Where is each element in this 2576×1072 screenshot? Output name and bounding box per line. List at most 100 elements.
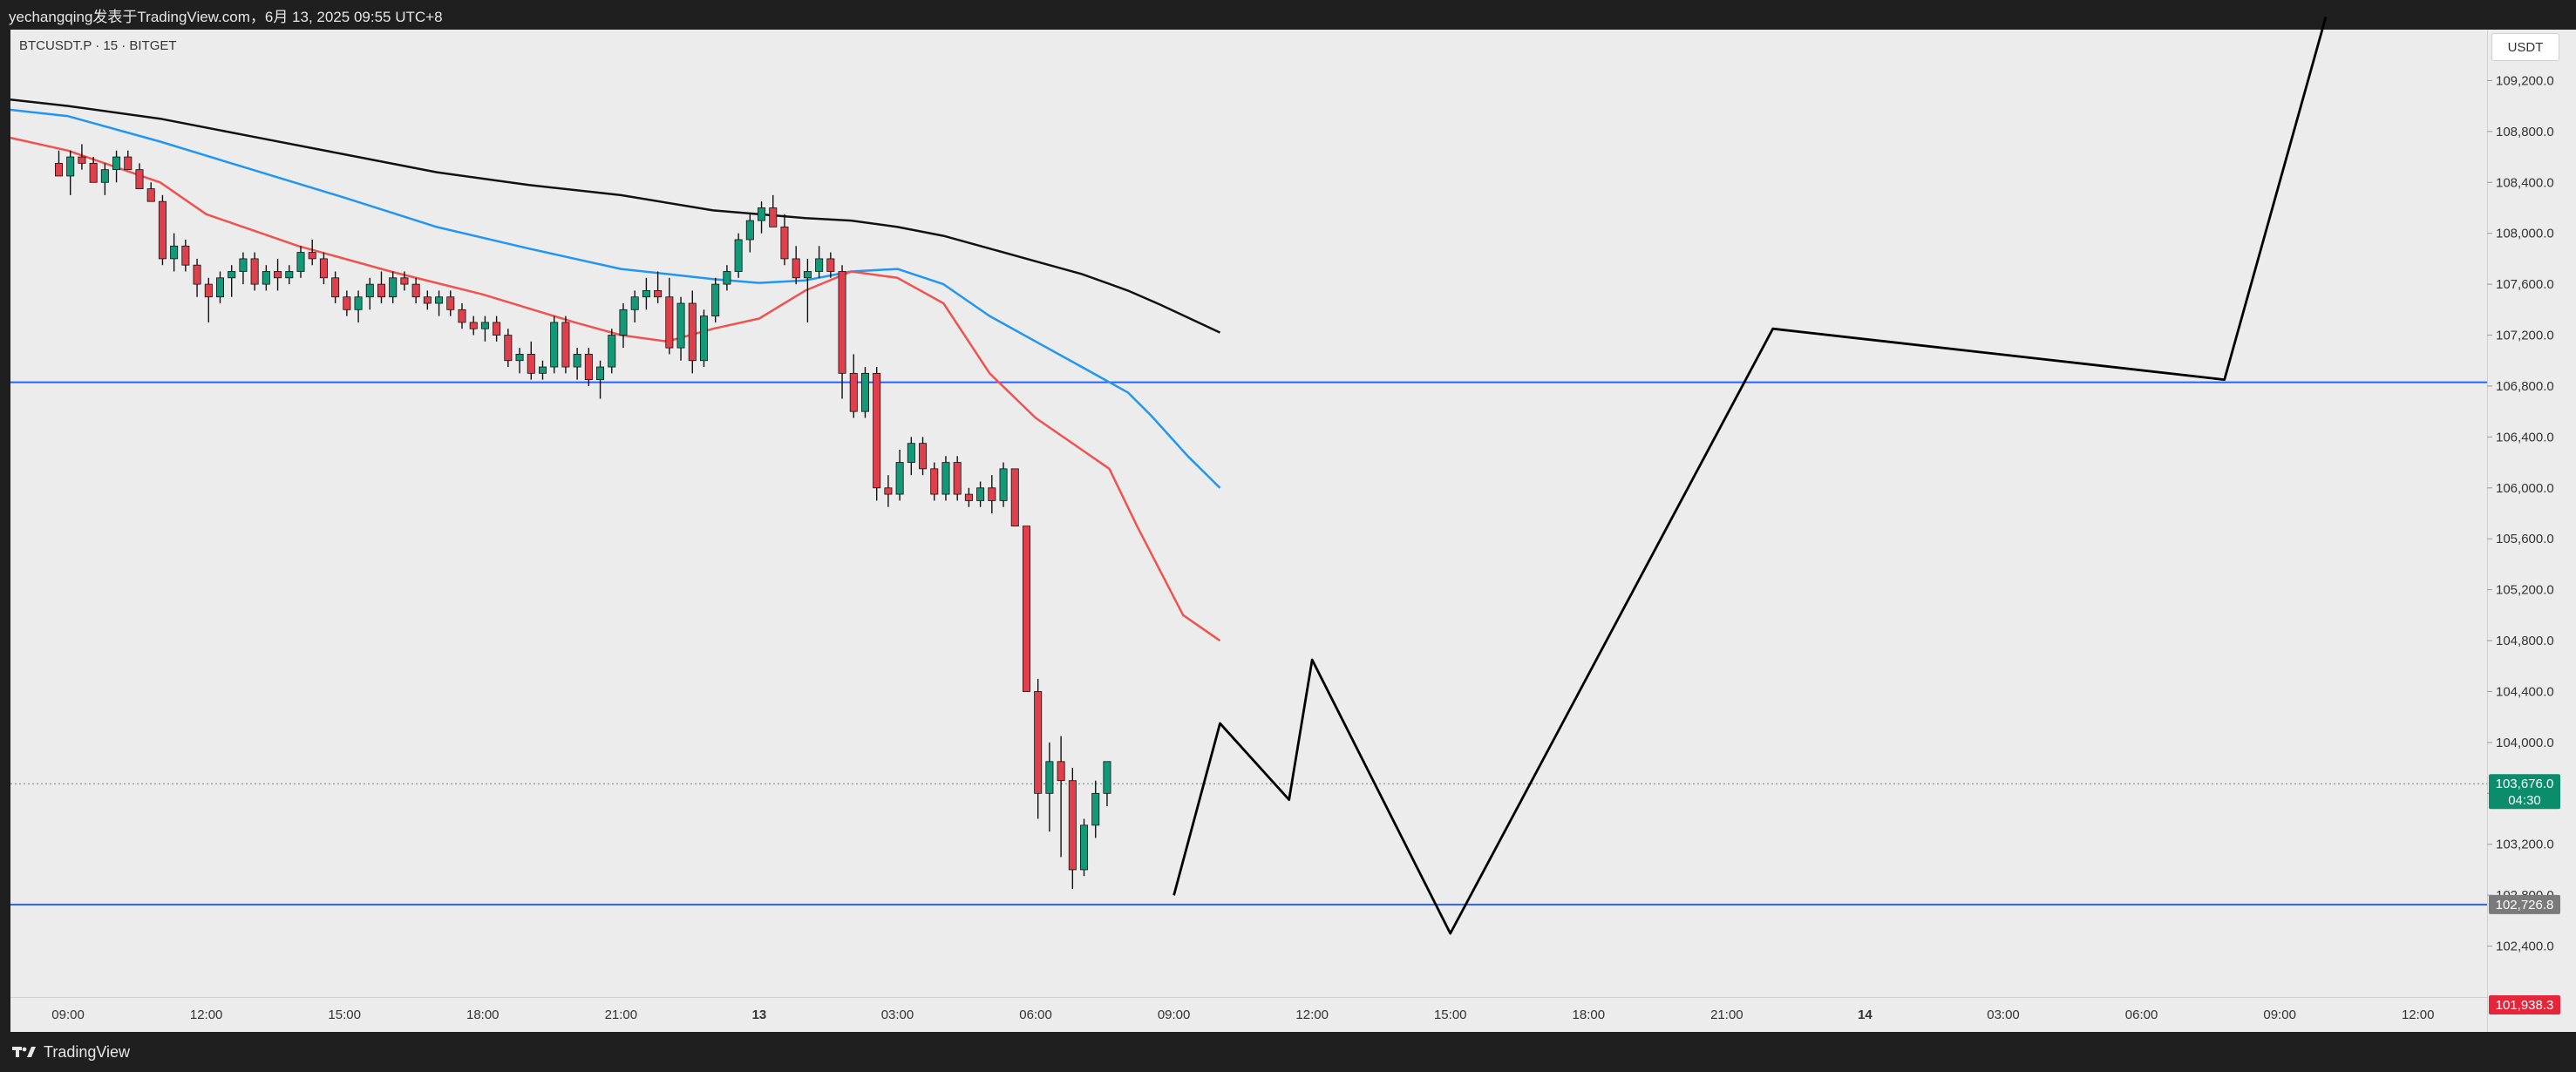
candle-body[interactable] [400,277,409,285]
candle-body[interactable] [988,487,996,501]
candle-body[interactable] [849,372,858,412]
price-tick-label: 108,400.0 [2496,175,2554,190]
candle-body[interactable] [815,258,824,272]
candle-body[interactable] [124,156,133,171]
candle-body[interactable] [262,271,270,285]
candle-body[interactable] [780,226,789,260]
candle-body[interactable] [919,443,928,470]
candle-body[interactable] [688,302,697,362]
candle-body[interactable] [884,487,893,495]
candle-body[interactable] [435,296,444,304]
candle-body[interactable] [792,258,800,279]
candle-body[interactable] [331,277,340,298]
candle-body[interactable] [860,372,869,412]
candle-body[interactable] [78,156,86,164]
candle-body[interactable] [274,271,282,279]
candle-body[interactable] [711,283,720,317]
candle-body[interactable] [584,354,593,381]
candle-body[interactable] [550,322,559,368]
candle-body[interactable] [907,443,915,463]
candle-body[interactable] [953,462,962,495]
candle-body[interactable] [158,200,167,260]
candle-body[interactable] [561,322,570,368]
candle-body[interactable] [873,372,881,489]
candle-body[interactable] [941,462,950,495]
candle-body[interactable] [365,283,374,298]
candle-body[interactable] [285,271,294,279]
candle-body[interactable] [1022,526,1030,692]
candle-body[interactable] [89,162,98,183]
candle-body[interactable] [676,302,685,349]
candle-body[interactable] [55,162,63,177]
candle-body[interactable] [469,322,478,329]
candle-body[interactable] [204,283,213,298]
candle-body[interactable] [619,309,628,336]
candle-body[interactable] [504,335,513,362]
candle-body[interactable] [1045,761,1054,794]
candle-body[interactable] [493,322,501,336]
candle-body[interactable] [930,468,939,495]
candle-body[interactable] [1103,761,1111,794]
candle-body[interactable] [838,271,846,374]
candle-body[interactable] [596,366,605,381]
time-tick-label: 12:00 [190,1008,223,1022]
candle-body[interactable] [250,258,259,285]
chart-pane[interactable] [10,30,2487,1032]
candle-body[interactable] [377,283,385,298]
candle-body[interactable] [228,271,236,279]
candle-body[interactable] [1080,824,1089,871]
candle-body[interactable] [999,468,1008,501]
candle-body[interactable] [976,487,985,501]
candle-body[interactable] [181,245,190,266]
candle-body[interactable] [734,239,743,272]
candle-body[interactable] [803,271,812,279]
candle-body[interactable] [527,354,535,374]
candle-body[interactable] [411,283,420,298]
candle-body[interactable] [66,156,75,177]
candle-body[interactable] [826,258,835,272]
candle-body[interactable] [723,271,731,285]
candle-body[interactable] [1034,691,1043,794]
candle-body[interactable] [745,220,754,241]
price-scale[interactable] [2487,30,2576,1032]
candle-body[interactable] [239,258,248,272]
candle-body[interactable] [573,354,581,368]
candle-body[interactable] [112,156,121,171]
candle-body[interactable] [1057,761,1065,782]
candle-body[interactable] [1010,468,1019,527]
candle-body[interactable] [446,296,455,310]
candle-body[interactable] [608,335,616,368]
currency-button[interactable]: USDT [2491,33,2559,61]
candle-body[interactable] [642,290,650,298]
time-scale[interactable] [10,997,2487,1032]
candle-body[interactable] [1091,792,1100,826]
tradingview-logo[interactable]: TradingView [12,1043,130,1062]
candle-body[interactable] [699,315,708,362]
candle-body[interactable] [769,207,778,227]
candle-body[interactable] [423,296,432,304]
candle-body[interactable] [480,322,489,329]
candle-body[interactable] [308,252,316,260]
candle-body[interactable] [654,290,663,298]
candle-body[interactable] [1068,780,1077,871]
candle-body[interactable] [170,245,179,260]
candle-body[interactable] [135,169,144,189]
candle-body[interactable] [100,169,109,183]
candle-body[interactable] [319,258,328,279]
candle-body[interactable] [389,277,398,298]
candle-body[interactable] [758,207,766,221]
candle-body[interactable] [296,252,305,272]
candle-body[interactable] [343,296,351,310]
candle-body[interactable] [630,296,639,310]
candle-body[interactable] [458,309,466,323]
candle-body[interactable] [515,354,524,362]
candle-body[interactable] [964,493,973,501]
candle-body[interactable] [538,366,547,374]
candle-body[interactable] [193,264,201,285]
candle-body[interactable] [665,296,674,349]
candle-body[interactable] [215,277,224,298]
candle-body[interactable] [354,296,363,310]
candle-body[interactable] [895,462,904,495]
candle-body[interactable] [146,188,155,202]
